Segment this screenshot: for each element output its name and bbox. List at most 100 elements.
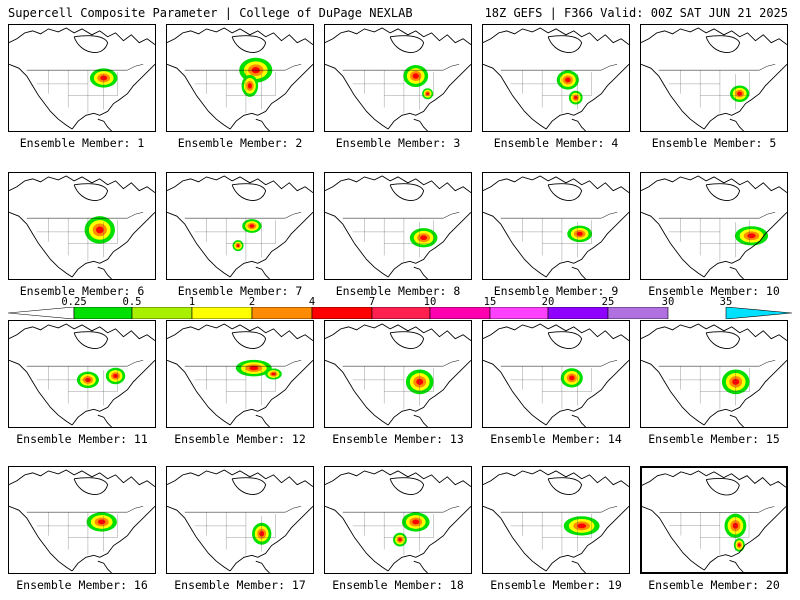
colorbar-tick-label: 7 (368, 296, 376, 308)
member-map (9, 469, 155, 573)
member-map (325, 27, 471, 131)
member-map (641, 175, 787, 279)
colorbar-tick-label: 2 (248, 296, 256, 308)
colorbar-tick-label: 1 (188, 296, 196, 308)
member-map (167, 175, 313, 279)
ensemble-member-label: Ensemble Member: 19 (490, 578, 622, 592)
colorbar-segment (191, 307, 253, 319)
member-map (483, 469, 629, 573)
colorbar-tick-label: 35 (719, 296, 733, 308)
scp-contour (249, 366, 259, 371)
ensemble-member-label: Ensemble Member: 2 (177, 136, 303, 150)
ensemble-map-panel (324, 320, 472, 428)
scp-contour (271, 372, 276, 376)
ensemble-member-label: Ensemble Member: 10 (648, 284, 780, 298)
ensemble-member-label: Ensemble Member: 14 (490, 432, 622, 446)
ensemble-map-panel (482, 320, 630, 428)
scp-contour (95, 226, 104, 234)
colorbar-tick-label: 20 (541, 296, 555, 308)
colorbar-tick-label: 30 (661, 296, 675, 308)
member-map (325, 323, 471, 427)
colorbar-tick-label: 4 (308, 296, 316, 308)
scp-contour (577, 523, 587, 529)
colorbar-segment (489, 307, 549, 319)
ensemble-member-label: Ensemble Member: 6 (19, 284, 145, 298)
colorbar-tick-label: 15 (483, 296, 497, 308)
scp-contour (420, 235, 428, 241)
scp-contour (569, 375, 575, 381)
ensemble-member-label: Ensemble Member: 9 (493, 284, 619, 298)
ensemble-member-label: Ensemble Member: 3 (335, 136, 461, 150)
ensemble-map-panel (166, 466, 314, 574)
ensemble-map-panel (640, 320, 788, 428)
map-title: Supercell Composite Parameter | College … (8, 6, 413, 20)
ensemble-member-label: Ensemble Member: 13 (332, 432, 464, 446)
color-scale-legend (8, 307, 792, 319)
colorbar-segment (725, 307, 792, 319)
ensemble-map-panel (324, 24, 472, 132)
scp-contour (247, 83, 252, 89)
run-info: 18Z GEFS | F366 Valid: 00Z SAT JUN 21 20… (484, 6, 788, 20)
member-map (167, 469, 313, 573)
colorbar-segment (547, 307, 609, 319)
colorbar-segment (251, 307, 313, 319)
colorbar-tick-label: 0.25 (61, 296, 87, 308)
member-map (483, 323, 629, 427)
colorbar-segment (73, 307, 133, 319)
member-map (9, 323, 155, 427)
ensemble-member-label: Ensemble Member: 12 (174, 432, 306, 446)
scp-contour (737, 543, 741, 547)
member-map (642, 470, 786, 572)
scp-contour (576, 231, 583, 236)
ensemble-map-panel (166, 320, 314, 428)
scp-contour (249, 224, 255, 228)
ensemble-member-label: Ensemble Member: 1 (19, 136, 145, 150)
scp-contour (236, 244, 240, 248)
ensemble-map-panel (166, 24, 314, 132)
colorbar-tick-label: 0.5 (122, 296, 142, 308)
scp-contour (412, 519, 420, 525)
ensemble-map-panel (482, 172, 630, 280)
colorbar-segment (8, 307, 75, 319)
member-map (325, 469, 471, 573)
colorbar-segment (607, 307, 669, 319)
colorbar-segment (311, 307, 373, 319)
ensemble-map-panel (8, 24, 156, 132)
ensemble-map-panel (8, 466, 156, 574)
colorbar-segment (371, 307, 431, 319)
colorbar-segment (429, 307, 491, 319)
scp-contour (97, 519, 106, 525)
colorbar-tick-label: 25 (601, 296, 615, 308)
ensemble-member-label: Ensemble Member: 17 (174, 578, 306, 592)
scp-contour (113, 373, 118, 379)
colorbar-segment (131, 307, 193, 319)
member-map (9, 27, 155, 131)
ensemble-member-label: Ensemble Member: 16 (16, 578, 148, 592)
ensemble-map-panel (324, 466, 472, 574)
ensemble-map-panel (324, 172, 472, 280)
ensemble-member-label: Ensemble Member: 8 (335, 284, 461, 298)
member-map (167, 323, 313, 427)
ensemble-member-label: Ensemble Member: 15 (648, 432, 780, 446)
ensemble-map-panel (8, 320, 156, 428)
ensemble-member-label: Ensemble Member: 4 (493, 136, 619, 150)
scp-contour (412, 73, 419, 79)
scp-contour (565, 77, 571, 83)
ensemble-map-panel (640, 24, 788, 132)
scp-contour (747, 233, 756, 239)
ensemble-map-panel (166, 172, 314, 280)
member-map (483, 27, 629, 131)
member-map (325, 175, 471, 279)
member-map (641, 323, 787, 427)
scp-contour (426, 92, 429, 96)
scp-contour (737, 91, 743, 96)
member-map (641, 27, 787, 131)
ensemble-map-panel (482, 466, 630, 574)
scp-contour (574, 95, 578, 100)
ensemble-map-panel (640, 466, 788, 574)
ensemble-member-label: Ensemble Member: 11 (16, 432, 148, 446)
ensemble-member-label: Ensemble Member: 20 (648, 578, 780, 592)
member-map (167, 27, 313, 131)
ensemble-member-label: Ensemble Member: 7 (177, 284, 303, 298)
ensemble-map-panel (482, 24, 630, 132)
